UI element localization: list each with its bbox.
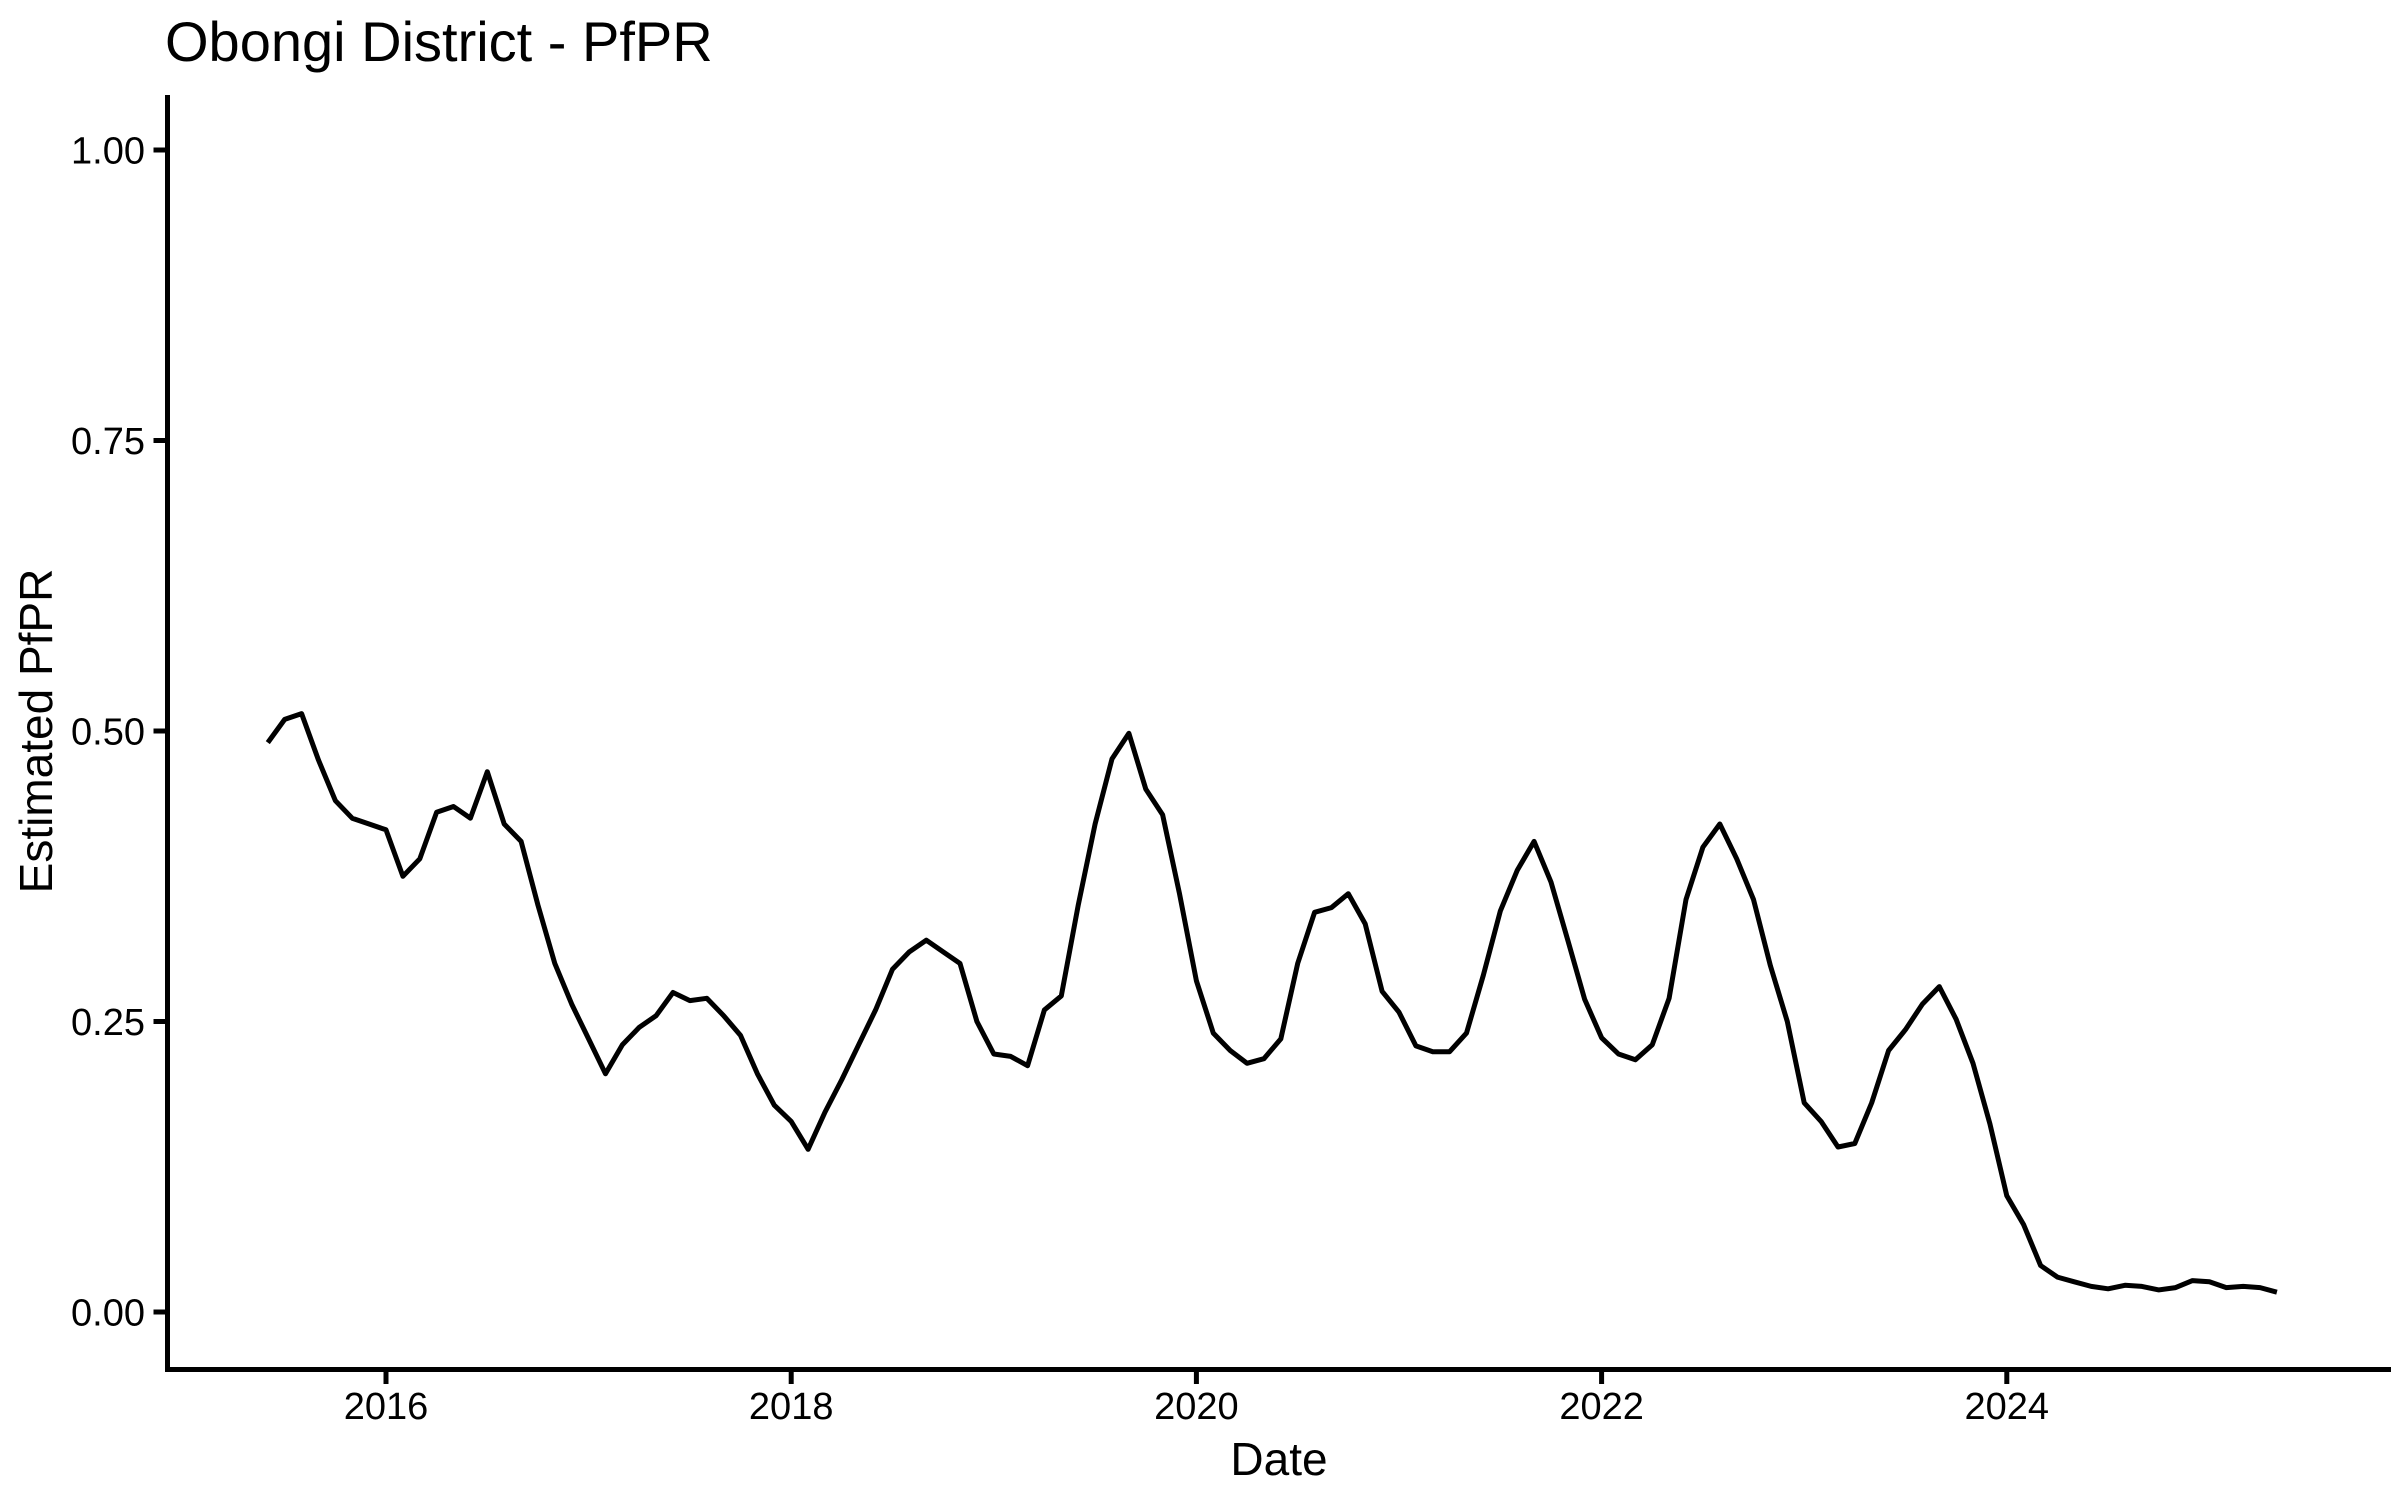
y-axis-title: Estimated PfPR xyxy=(10,569,62,894)
x-axis-ticks: 2016 2018 2020 2022 2024 xyxy=(344,1369,2050,1428)
x-tick-label: 2024 xyxy=(1965,1386,2050,1428)
y-tick-label: 1.00 xyxy=(71,131,145,173)
y-tick-label: 0.25 xyxy=(71,1002,145,1044)
chart-title: Obongi District - PfPR xyxy=(165,10,713,73)
axis-lines xyxy=(165,95,2391,1372)
x-tick-label: 2016 xyxy=(344,1386,429,1428)
y-tick-label: 0.00 xyxy=(71,1293,145,1335)
y-tick-label: 0.75 xyxy=(71,421,145,463)
y-axis-ticks: 0.00 0.25 0.50 0.75 1.00 xyxy=(71,131,168,1335)
x-axis-title: Date xyxy=(1230,1433,1327,1485)
x-tick-label: 2018 xyxy=(749,1386,834,1428)
x-tick-label: 2022 xyxy=(1559,1386,1644,1428)
y-tick-label: 0.50 xyxy=(71,712,145,754)
pfpr-series-line xyxy=(265,711,2278,1295)
x-tick-label: 2020 xyxy=(1154,1386,1239,1428)
